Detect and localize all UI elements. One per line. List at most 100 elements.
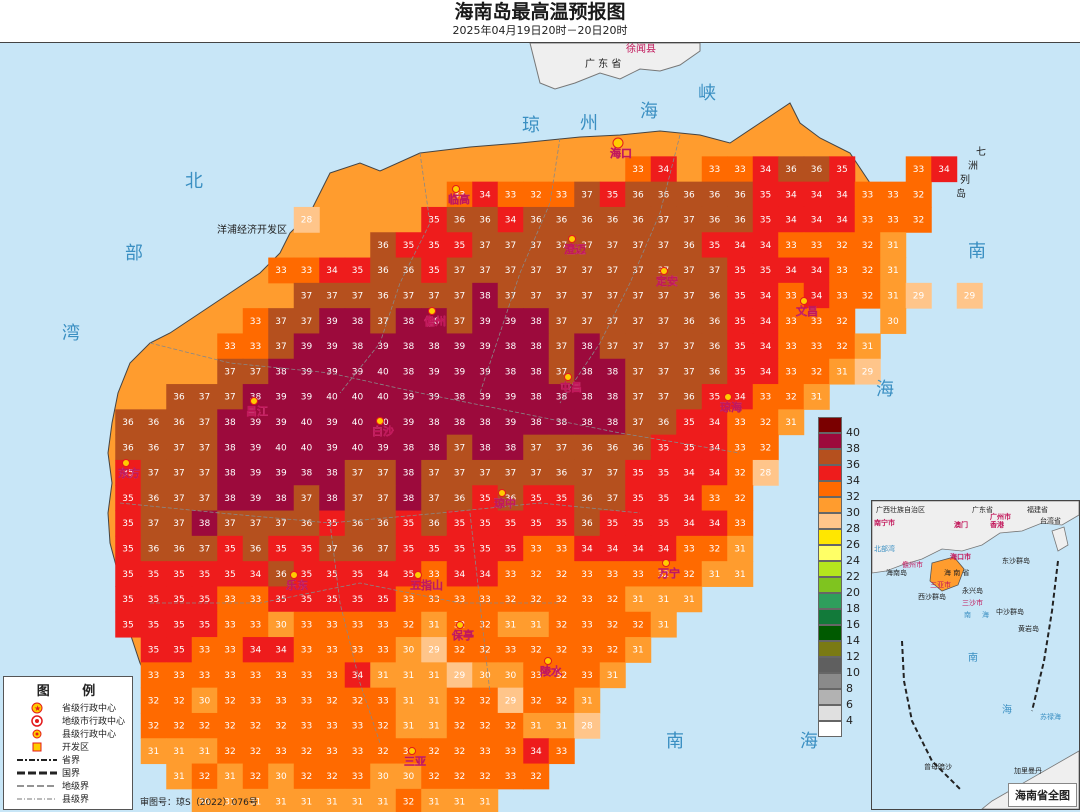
inset-zengmu: 曾母暗沙 (924, 762, 952, 771)
temp-cell (548, 282, 575, 309)
temp-value-label: 37 (658, 216, 669, 226)
temp-value-label: 32 (428, 772, 439, 782)
temp-cell (319, 257, 346, 284)
temp-value-label: 35 (658, 469, 669, 479)
temp-cell (548, 459, 575, 486)
temp-value-label: 35 (632, 519, 643, 529)
temp-value-label: 32 (454, 646, 465, 656)
temp-value-label: 35 (836, 165, 847, 175)
temp-cell (472, 485, 499, 512)
temp-value-label: 37 (658, 342, 669, 352)
temp-cell (650, 384, 677, 410)
temp-cell (752, 181, 779, 208)
temp-value-label: 36 (632, 216, 644, 226)
temp-cell (650, 535, 677, 562)
temp-cell (778, 333, 805, 360)
temp-value-label: 36 (683, 317, 695, 327)
temp-cell (676, 206, 703, 233)
temp-value-label: 35 (301, 570, 312, 580)
temp-value-label: 39 (505, 418, 517, 428)
temp-cell (217, 611, 244, 638)
temp-cell (701, 409, 728, 436)
temp-cell (676, 181, 703, 208)
colorbar-label: 40 (846, 426, 860, 439)
colorbar-swatch (818, 577, 842, 593)
city-name: 三亚 (404, 755, 426, 768)
temp-value-label: 40 (275, 443, 287, 453)
temp-cell (217, 687, 244, 714)
temp-cell (574, 282, 601, 309)
temp-cell (421, 662, 448, 689)
temp-value-label: 32 (836, 342, 847, 352)
temp-cell (242, 510, 269, 537)
temp-value-label: 36 (352, 519, 364, 529)
temp-value-label: 32 (377, 722, 388, 732)
temp-cell (140, 535, 167, 562)
temp-cell (854, 282, 881, 309)
temp-value-label: 37 (454, 292, 465, 302)
temp-cell (574, 687, 601, 714)
temp-cell (574, 358, 601, 385)
temp-value-label: 31 (454, 798, 465, 808)
temp-value-label: 31 (632, 646, 643, 656)
temp-value-label: 35 (199, 620, 210, 630)
temp-value-label: 32 (173, 696, 184, 706)
temp-value-label: 32 (530, 190, 541, 200)
temp-value-label: 39 (505, 317, 517, 327)
temp-cell (166, 510, 193, 537)
temp-value-label: 36 (275, 570, 287, 580)
temp-value-label: 38 (301, 469, 313, 479)
temp-value-label: 36 (658, 418, 670, 428)
temp-cell (523, 611, 550, 638)
temp-value-label: 37 (199, 418, 210, 428)
temp-cell (395, 510, 422, 537)
temp-value-label: 33 (556, 545, 567, 555)
temp-cell (344, 485, 371, 512)
temp-cell (446, 586, 473, 613)
temp-value-label: 38 (607, 418, 619, 428)
temp-cell (548, 662, 575, 689)
colorbar-label: 38 (846, 442, 860, 455)
temp-cell (803, 257, 830, 284)
temp-value-label: 37 (607, 469, 618, 479)
temp-value-label: 37 (326, 545, 337, 555)
city-name: 屯昌 (560, 380, 582, 394)
temp-value-label: 36 (377, 241, 389, 251)
temp-cell (472, 459, 499, 486)
temp-value-label: 37 (683, 292, 694, 302)
temp-cell (472, 206, 499, 233)
temp-cell (217, 738, 244, 765)
temp-cell (701, 206, 728, 233)
colorbar-swatch (818, 449, 842, 465)
temp-value-label: 36 (377, 519, 389, 529)
qizhou-char-4: 岛 (956, 187, 966, 200)
temp-cell (370, 738, 397, 765)
temp-cell (854, 181, 881, 208)
temp-cell (421, 510, 448, 537)
temp-cell (523, 459, 550, 486)
temp-value-label: 31 (887, 241, 898, 251)
temp-value-label: 32 (479, 772, 490, 782)
temp-cell (446, 662, 473, 689)
temp-cell (293, 282, 320, 309)
temp-value-label: 31 (658, 620, 669, 630)
temp-value-label: 37 (479, 469, 490, 479)
temp-value-label: 33 (734, 443, 745, 453)
temp-value-label: 36 (581, 216, 593, 226)
legend-label: 地级界 (62, 782, 90, 792)
temp-cell (803, 206, 830, 233)
temp-value-label: 32 (250, 772, 261, 782)
temp-cell (191, 662, 218, 689)
temp-value-label: 39 (428, 367, 440, 377)
temp-cell (548, 485, 575, 512)
temp-value-label: 38 (428, 443, 440, 453)
temp-cell (446, 738, 473, 765)
temp-cell (905, 282, 932, 309)
temp-cell (497, 535, 524, 562)
temp-value-label: 30 (887, 317, 899, 327)
temp-cell (574, 257, 601, 284)
temp-cell (701, 333, 728, 360)
temp-cell (701, 181, 728, 208)
temp-value-label: 28 (581, 722, 593, 732)
temp-cell (446, 333, 473, 360)
